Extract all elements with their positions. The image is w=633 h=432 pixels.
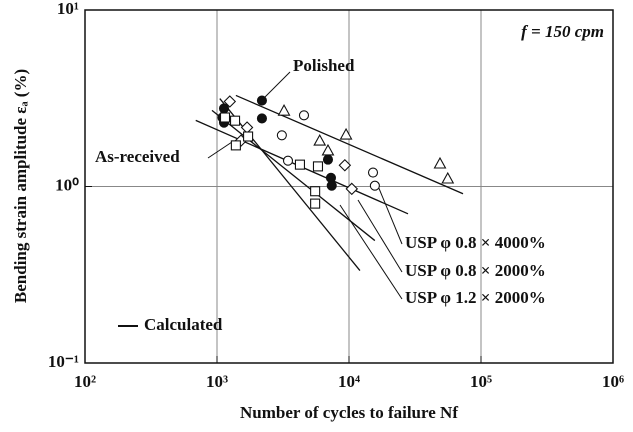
marker — [219, 112, 231, 123]
marker — [277, 104, 291, 116]
marker — [223, 95, 237, 108]
legend-label: Calculated — [144, 315, 223, 334]
marker — [441, 171, 455, 184]
x-tick-label: 10⁴ — [338, 372, 360, 391]
annotations — [118, 71, 403, 327]
marker — [345, 182, 359, 196]
leader — [357, 199, 403, 273]
y-axis-title: Bending strain amplitude εₐ (%) — [11, 69, 30, 303]
x-tick-label: 10⁵ — [470, 372, 492, 391]
marker — [313, 133, 327, 146]
label-polished: Polished — [293, 56, 355, 75]
marker — [339, 127, 353, 140]
x-axis-title: Number of cycles to failure Nf — [240, 403, 458, 422]
marker — [256, 95, 267, 106]
leader — [377, 185, 403, 245]
calculated-line — [211, 109, 376, 242]
marker — [294, 159, 305, 170]
x-tick-label: 10³ — [206, 372, 228, 391]
y-tick-label: 10¹ — [57, 0, 79, 18]
marker — [433, 156, 447, 169]
x-tick-label: 10² — [74, 372, 96, 391]
calculated-line — [235, 94, 464, 195]
marker — [326, 180, 337, 191]
marker — [282, 155, 294, 166]
calculated-line — [219, 98, 361, 271]
label-line: USP φ 0.8 × 4000% — [405, 233, 546, 252]
marker — [310, 198, 321, 209]
marker — [276, 130, 287, 141]
marker — [298, 110, 310, 121]
leader — [261, 71, 291, 101]
marker — [367, 167, 379, 178]
leader — [207, 141, 233, 159]
label-as-received: As-received — [95, 147, 180, 166]
marker — [229, 115, 241, 126]
marker — [321, 143, 335, 156]
y-tick-label: 10⁻¹ — [48, 352, 79, 371]
plot-frame — [84, 9, 614, 364]
marker — [322, 154, 334, 165]
annotation: f = 150 cpm — [521, 22, 604, 41]
y-tick-label: 10⁰ — [55, 175, 79, 194]
marker — [243, 131, 254, 142]
marker — [312, 161, 324, 172]
marker — [338, 158, 352, 172]
label-line: USP φ 1.2 × 2000% — [405, 288, 546, 307]
marker — [310, 186, 321, 197]
marker — [240, 121, 254, 134]
label-line: USP φ 0.8 × 2000% — [405, 261, 546, 280]
marker — [369, 180, 380, 191]
marker — [256, 113, 267, 124]
marker — [218, 103, 230, 114]
marker — [230, 140, 241, 151]
x-tick-label: 10⁶ — [602, 372, 624, 391]
